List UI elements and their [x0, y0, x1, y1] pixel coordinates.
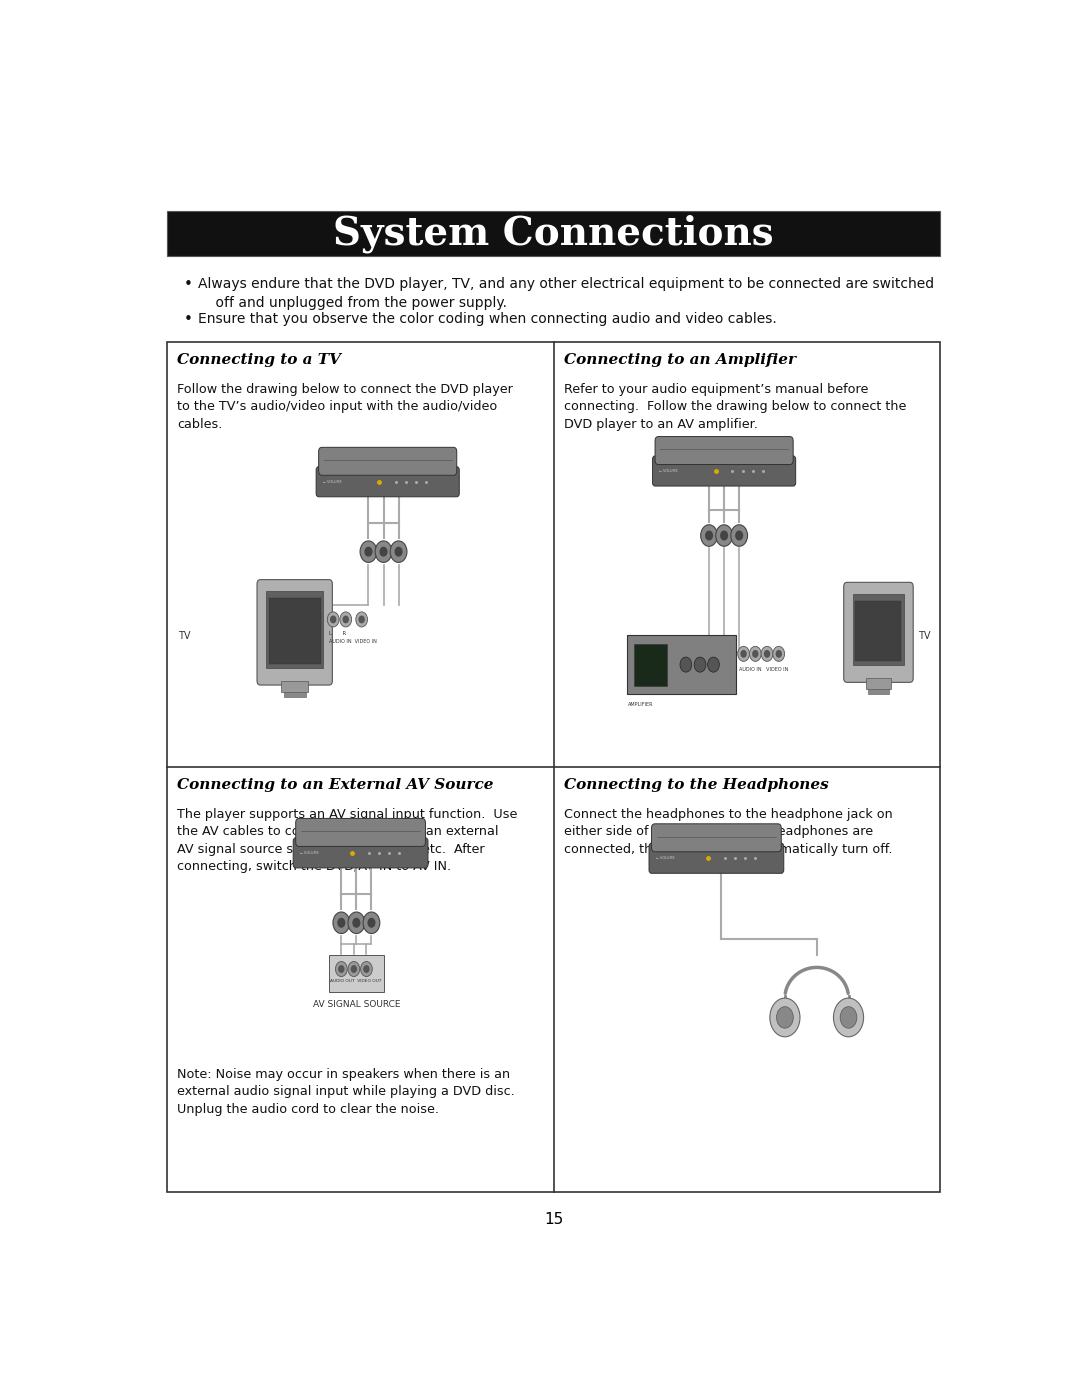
Text: TV: TV [178, 630, 190, 641]
Circle shape [738, 647, 750, 661]
Circle shape [375, 541, 392, 563]
Bar [866, 678, 891, 689]
Circle shape [333, 912, 350, 933]
Text: 15: 15 [544, 1213, 563, 1227]
Circle shape [750, 647, 761, 661]
Text: Connect the headphones to the headphone jack on
either side of the player.  When: Connect the headphones to the headphone … [565, 807, 893, 856]
Circle shape [336, 961, 347, 977]
Text: Always endure that the DVD player, TV, and any other electrical equipment to be : Always endure that the DVD player, TV, a… [198, 278, 934, 310]
FancyBboxPatch shape [296, 819, 426, 847]
Circle shape [834, 997, 864, 1037]
Circle shape [390, 541, 407, 563]
Bar [855, 601, 902, 661]
Circle shape [330, 616, 336, 623]
Text: The player supports an AV signal input function.  Use
the AV cables to connect t: The player supports an AV signal input f… [177, 807, 517, 873]
Bar [284, 692, 306, 697]
Circle shape [735, 531, 743, 539]
FancyBboxPatch shape [651, 824, 781, 852]
FancyBboxPatch shape [843, 583, 914, 682]
Circle shape [731, 525, 747, 546]
Circle shape [360, 541, 377, 563]
Text: Ensure that you observe the color coding when connecting audio and video cables.: Ensure that you observe the color coding… [198, 312, 777, 326]
Text: AUDIO IN   VIDEO IN: AUDIO IN VIDEO IN [740, 666, 788, 672]
Bar [329, 954, 383, 992]
Circle shape [720, 531, 728, 539]
Circle shape [395, 548, 402, 556]
Text: L      R: L R [329, 631, 347, 636]
Circle shape [707, 657, 719, 672]
Circle shape [765, 651, 770, 657]
Text: ← VOLUME: ← VOLUME [300, 851, 319, 855]
FancyBboxPatch shape [316, 467, 459, 497]
Circle shape [360, 616, 364, 623]
Bar [634, 644, 667, 686]
Bar [166, 211, 941, 256]
FancyBboxPatch shape [656, 437, 793, 465]
Text: Connecting to an External AV Source: Connecting to an External AV Source [177, 778, 494, 792]
Text: AUDIO IN  VIDEO IN: AUDIO IN VIDEO IN [329, 638, 377, 644]
FancyBboxPatch shape [293, 838, 428, 868]
Circle shape [355, 612, 367, 627]
Circle shape [694, 657, 706, 672]
Bar [267, 591, 323, 668]
Text: Connecting to the Headphones: Connecting to the Headphones [565, 778, 829, 792]
Circle shape [840, 1007, 856, 1028]
Text: Connecting to a TV: Connecting to a TV [177, 352, 341, 366]
Circle shape [368, 918, 375, 928]
Text: Connecting to an Amplifier: Connecting to an Amplifier [565, 352, 796, 366]
Circle shape [365, 548, 372, 556]
Circle shape [701, 525, 717, 546]
Bar [281, 680, 309, 692]
Text: •: • [184, 278, 192, 292]
Circle shape [353, 918, 360, 928]
Circle shape [361, 961, 373, 977]
Text: AV SIGNAL SOURCE: AV SIGNAL SOURCE [312, 1000, 400, 1009]
Circle shape [770, 997, 800, 1037]
Text: Note: Noise may occur in speakers when there is an
external audio signal input w: Note: Noise may occur in speakers when t… [177, 1067, 514, 1116]
Circle shape [340, 612, 352, 627]
Circle shape [380, 548, 387, 556]
Text: AUDIO OUT  VIDEO OUT: AUDIO OUT VIDEO OUT [330, 979, 381, 982]
Circle shape [777, 651, 781, 657]
Circle shape [705, 531, 713, 539]
Text: Refer to your audio equipment’s manual before
connecting.  Follow the drawing be: Refer to your audio equipment’s manual b… [565, 383, 907, 430]
Circle shape [761, 647, 773, 661]
Circle shape [343, 616, 348, 623]
Text: •: • [184, 312, 192, 327]
Text: ← VOLUME: ← VOLUME [656, 856, 675, 861]
Circle shape [680, 657, 691, 672]
Circle shape [753, 651, 758, 657]
FancyBboxPatch shape [257, 580, 333, 685]
Circle shape [741, 651, 746, 657]
Circle shape [338, 918, 345, 928]
Circle shape [363, 912, 380, 933]
Circle shape [339, 965, 343, 972]
Bar [853, 594, 904, 665]
Circle shape [327, 612, 339, 627]
Text: System Connections: System Connections [334, 214, 773, 253]
FancyBboxPatch shape [652, 455, 796, 486]
Text: Follow the drawing below to connect the DVD player
to the TV’s audio/video input: Follow the drawing below to connect the … [177, 383, 513, 430]
Bar [166, 342, 941, 1192]
Bar [269, 598, 321, 664]
Text: AMPLIFIER: AMPLIFIER [629, 701, 653, 707]
Circle shape [364, 965, 369, 972]
Bar [868, 689, 889, 694]
Circle shape [773, 647, 785, 661]
Bar [627, 636, 737, 694]
Text: ← VOLUME: ← VOLUME [659, 469, 678, 474]
Circle shape [348, 912, 365, 933]
Circle shape [777, 1007, 794, 1028]
Text: TV: TV [918, 630, 930, 641]
Circle shape [716, 525, 732, 546]
Text: ← VOLUME: ← VOLUME [323, 479, 341, 483]
FancyBboxPatch shape [319, 447, 457, 475]
Circle shape [348, 961, 360, 977]
FancyBboxPatch shape [649, 844, 784, 873]
Circle shape [351, 965, 356, 972]
